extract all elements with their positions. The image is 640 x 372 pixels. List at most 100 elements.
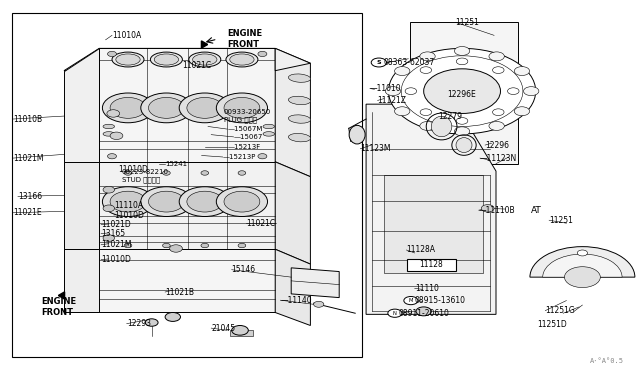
Circle shape xyxy=(493,109,504,116)
Text: 11021B: 11021B xyxy=(165,288,194,296)
Ellipse shape xyxy=(456,138,472,153)
Text: 11010B: 11010B xyxy=(13,115,42,124)
Polygon shape xyxy=(275,48,310,71)
Circle shape xyxy=(456,118,468,124)
Circle shape xyxy=(179,187,230,217)
Text: 11251: 11251 xyxy=(456,18,479,27)
Text: 11010D: 11010D xyxy=(101,255,131,264)
Circle shape xyxy=(420,52,435,61)
Circle shape xyxy=(102,93,154,123)
Circle shape xyxy=(388,48,536,134)
Text: 11110A: 11110A xyxy=(114,201,143,210)
Circle shape xyxy=(224,191,260,212)
Text: 11010A: 11010A xyxy=(112,31,141,40)
Text: 08223-82210: 08223-82210 xyxy=(122,169,168,175)
Polygon shape xyxy=(99,48,275,162)
Text: —15213F: —15213F xyxy=(227,144,260,150)
Text: S: S xyxy=(376,60,381,65)
Circle shape xyxy=(124,171,132,175)
Circle shape xyxy=(163,243,170,248)
Text: 11021C: 11021C xyxy=(182,61,212,70)
Circle shape xyxy=(401,56,523,126)
Text: —11010: —11010 xyxy=(370,84,401,93)
Ellipse shape xyxy=(349,125,365,144)
Circle shape xyxy=(385,87,401,96)
Circle shape xyxy=(187,97,223,118)
Circle shape xyxy=(232,326,248,335)
Ellipse shape xyxy=(150,52,182,67)
Circle shape xyxy=(170,245,182,252)
Circle shape xyxy=(216,187,268,217)
Circle shape xyxy=(420,122,435,131)
Text: 11010D: 11010D xyxy=(114,211,144,219)
Text: 21045: 21045 xyxy=(211,324,236,333)
Ellipse shape xyxy=(193,54,217,65)
Circle shape xyxy=(238,243,246,248)
Circle shape xyxy=(103,186,115,193)
Ellipse shape xyxy=(154,54,179,65)
Circle shape xyxy=(108,154,116,159)
Text: 11021D: 11021D xyxy=(101,220,131,229)
Circle shape xyxy=(577,250,588,256)
Polygon shape xyxy=(275,162,310,264)
Circle shape xyxy=(102,187,154,217)
Text: —15213P: —15213P xyxy=(223,154,256,160)
Circle shape xyxy=(103,205,115,212)
Circle shape xyxy=(141,93,192,123)
Circle shape xyxy=(238,171,246,175)
Bar xyxy=(12,13,362,357)
Circle shape xyxy=(524,87,539,96)
Circle shape xyxy=(201,243,209,248)
Circle shape xyxy=(258,51,267,57)
Text: —15067M: —15067M xyxy=(227,126,262,132)
Circle shape xyxy=(420,109,431,116)
Ellipse shape xyxy=(116,54,140,65)
Circle shape xyxy=(481,205,494,212)
Polygon shape xyxy=(99,162,275,249)
Circle shape xyxy=(388,309,402,317)
Circle shape xyxy=(420,67,431,73)
Circle shape xyxy=(224,97,260,118)
Text: 11110: 11110 xyxy=(415,284,438,293)
Circle shape xyxy=(515,107,530,116)
Ellipse shape xyxy=(289,74,310,82)
Text: STUD スタッド: STUD スタッド xyxy=(122,177,160,183)
Circle shape xyxy=(371,58,387,67)
Text: M: M xyxy=(408,298,413,303)
Ellipse shape xyxy=(431,116,452,137)
Text: 11010D: 11010D xyxy=(118,165,148,174)
Wedge shape xyxy=(530,247,635,277)
Polygon shape xyxy=(64,48,275,71)
Text: 11121Z: 11121Z xyxy=(378,96,406,105)
Circle shape xyxy=(179,93,230,123)
Polygon shape xyxy=(291,268,339,298)
Circle shape xyxy=(489,122,504,131)
Circle shape xyxy=(148,97,184,118)
Text: ENGINE
FRONT: ENGINE FRONT xyxy=(227,29,262,49)
Circle shape xyxy=(416,307,431,316)
Circle shape xyxy=(454,46,470,55)
Circle shape xyxy=(454,127,470,136)
Text: 12279: 12279 xyxy=(438,112,463,121)
Circle shape xyxy=(165,312,180,321)
Circle shape xyxy=(110,132,123,140)
Circle shape xyxy=(424,69,500,113)
Text: 11123M: 11123M xyxy=(360,144,391,153)
Text: AT: AT xyxy=(531,206,542,215)
Circle shape xyxy=(187,191,223,212)
Text: N: N xyxy=(393,311,397,316)
Text: 11251G: 11251G xyxy=(545,306,575,315)
Circle shape xyxy=(103,235,115,241)
Circle shape xyxy=(394,67,410,76)
Circle shape xyxy=(110,191,146,212)
Text: ENGINE
FRONT: ENGINE FRONT xyxy=(42,297,77,317)
Circle shape xyxy=(148,191,184,212)
Text: —11123N: —11123N xyxy=(480,154,517,163)
Ellipse shape xyxy=(263,132,275,136)
Text: 11251: 11251 xyxy=(549,216,573,225)
Text: 11128A: 11128A xyxy=(406,246,435,254)
Ellipse shape xyxy=(230,54,254,65)
Circle shape xyxy=(404,296,418,305)
Polygon shape xyxy=(64,162,99,249)
Text: 15241: 15241 xyxy=(165,161,188,167)
